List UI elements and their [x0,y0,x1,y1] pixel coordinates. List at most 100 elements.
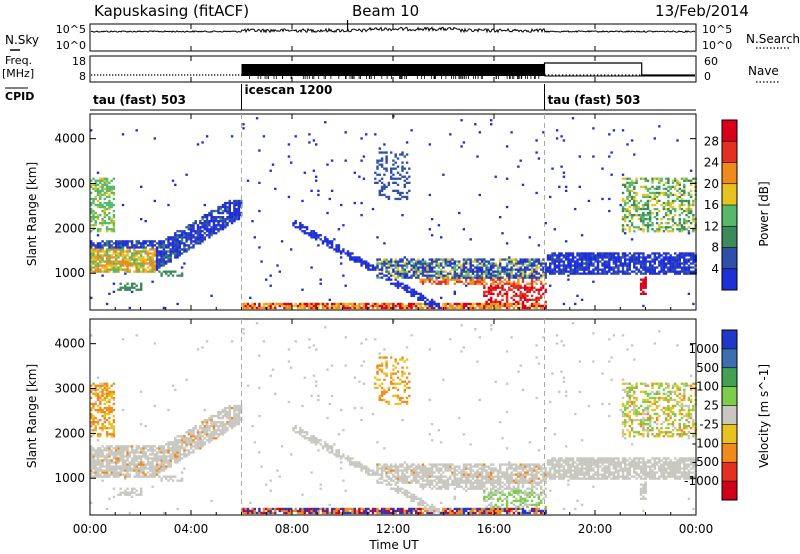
power-cell [115,266,118,269]
power-cell [378,276,381,279]
power-cell [92,254,95,257]
power-cell [494,304,497,308]
velocity-cell [230,421,234,424]
power-cell [494,306,497,310]
power-cell [569,272,572,275]
power-cell [565,252,568,255]
velocity-cell [153,475,156,478]
velocity-cell [160,461,163,464]
velocity-cell [151,449,154,452]
velocity-cell [180,479,184,482]
power-cell [362,260,366,263]
power-cell [326,302,329,306]
velocity-cell [230,419,234,422]
velocity-cell [112,473,116,476]
power-cell [483,292,486,295]
power-cell [669,254,672,257]
power-cell [115,250,118,253]
power-cell [642,256,645,259]
power-cell [374,302,377,306]
power-cell [490,276,493,279]
power-cell [483,286,486,289]
power-cell [230,222,234,225]
velocity-cell [219,412,222,416]
power-cell [312,236,316,239]
power-cell [669,266,672,269]
power-cell [94,270,97,273]
power-cell [394,189,397,192]
power-cell [428,266,431,269]
power-cell [419,302,422,306]
velocity-cell [228,414,231,418]
power-cell [612,258,616,261]
power-cell [105,203,109,207]
power-cell [646,205,650,209]
power-cell [462,141,466,144]
velocity-cell [151,485,154,488]
power-cell [410,294,413,297]
power-cell [476,268,479,271]
power-cell [476,270,479,273]
power-cell [542,262,545,265]
power-cell [185,238,188,241]
velocity-cell [96,410,100,414]
velocity-cell [335,509,338,513]
power-cell [212,230,216,233]
power-cell [567,262,570,265]
power-cell [437,264,441,267]
velocity-cell [126,463,129,466]
power-cell [653,258,656,261]
velocity-cell [176,459,179,462]
velocity-cell [217,416,220,420]
power-cell [542,284,545,287]
velocity-cell [210,423,213,426]
power-cell [301,306,304,310]
power-cell [490,268,493,271]
velocity-cell [174,443,177,446]
power-cell [342,304,345,308]
power-cell [551,258,554,261]
power-cell [153,262,156,265]
power-heatmap-cells [90,115,697,310]
power-cell [108,203,111,207]
power-cell [328,242,331,245]
power-cell [542,266,545,269]
velocity-cell [115,471,118,474]
power-cell [405,262,409,265]
power-cell [405,290,409,293]
power-cell [601,262,604,265]
velocity-cell [96,421,100,424]
power-cell [271,163,275,166]
power-cell [310,302,313,306]
power-cell [385,304,388,308]
power-cell [542,292,545,295]
power-cell [169,270,172,273]
power-cell [599,268,602,271]
velocity-cell [258,354,261,357]
power-cell [505,298,509,301]
power-cell [592,258,595,261]
power-cell [465,272,468,275]
power-cell [453,264,456,267]
power-cell [283,304,286,308]
power-cell [340,203,343,207]
velocity-cell [158,465,161,468]
velocity-cell [101,423,104,426]
nsearch-tick-top: 10^5 [702,23,732,36]
power-cell [301,302,304,306]
power-cell [133,254,136,257]
velocity-cell [203,419,206,422]
power-cell [517,280,520,283]
power-cell [337,302,341,306]
power-cell [442,274,445,277]
velocity-cell [278,507,281,511]
power-cell [396,276,400,279]
power-cell [451,274,454,277]
power-cell [617,270,620,273]
velocity-cell [301,511,304,515]
power-cell [112,185,116,188]
power-cell [535,266,538,269]
velocity-cell [190,441,193,444]
power-cell [526,286,529,289]
velocity-cell [101,427,104,430]
